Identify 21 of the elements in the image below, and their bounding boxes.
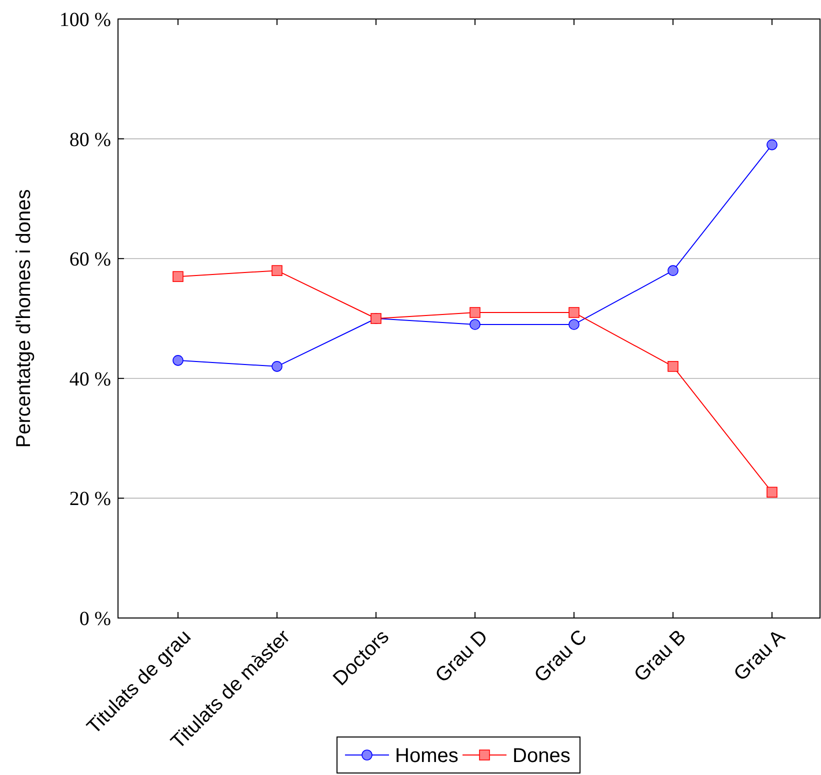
point	[568, 307, 580, 318]
legend-label: Homes	[395, 745, 458, 767]
y-tick-label: 80 %	[69, 128, 111, 151]
point	[272, 361, 282, 372]
point	[766, 139, 778, 150]
point	[172, 355, 184, 366]
point	[766, 486, 778, 498]
y-tick-label: 100 %	[59, 9, 111, 31]
y-tick-label: 20 %	[69, 488, 111, 510]
point	[470, 319, 480, 330]
point	[172, 271, 184, 282]
point	[668, 265, 678, 276]
y-axis-title: Percentatge d'homes i dones	[13, 189, 35, 448]
y-tick-label: 0 %	[79, 608, 111, 630]
point	[470, 307, 480, 318]
point	[668, 361, 678, 372]
y-tick-label: 40 %	[69, 368, 111, 390]
legend-label: Dones	[512, 745, 570, 767]
y-tick-label: 60 %	[69, 248, 111, 271]
point	[568, 319, 580, 330]
point	[272, 265, 282, 276]
